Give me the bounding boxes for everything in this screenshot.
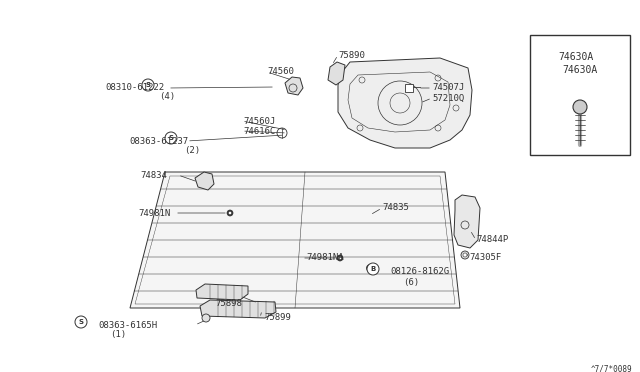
Text: (2): (2) [184, 147, 200, 155]
Polygon shape [130, 172, 460, 308]
Circle shape [369, 266, 371, 269]
Text: S: S [145, 82, 150, 88]
Circle shape [573, 100, 587, 114]
Text: ^7/7*0089: ^7/7*0089 [590, 364, 632, 372]
Text: 74507J: 74507J [432, 83, 464, 93]
Text: 74560: 74560 [267, 67, 294, 77]
Text: 75899: 75899 [264, 314, 291, 323]
Circle shape [367, 264, 374, 272]
Polygon shape [328, 62, 345, 85]
Text: 74616C: 74616C [243, 126, 275, 135]
Text: 74305F: 74305F [469, 253, 501, 263]
Text: 57210Q: 57210Q [432, 93, 464, 103]
Text: S: S [79, 319, 83, 325]
Text: 08363-6165H: 08363-6165H [98, 321, 157, 330]
Text: 08126-8162G: 08126-8162G [390, 267, 449, 276]
Circle shape [75, 316, 87, 328]
Polygon shape [195, 172, 214, 190]
Circle shape [202, 314, 210, 322]
Text: 74835: 74835 [382, 203, 409, 212]
Text: 74834: 74834 [140, 170, 167, 180]
Text: 74981NA: 74981NA [306, 253, 344, 263]
Text: 74560J: 74560J [243, 116, 275, 125]
Polygon shape [454, 195, 480, 248]
Circle shape [337, 255, 343, 261]
Polygon shape [285, 77, 303, 95]
Circle shape [227, 210, 233, 216]
Text: B: B [371, 266, 376, 272]
Circle shape [142, 79, 154, 91]
Polygon shape [338, 58, 472, 148]
Text: 74981N: 74981N [138, 208, 170, 218]
Text: 75890: 75890 [338, 51, 365, 60]
Text: 74844P: 74844P [476, 235, 508, 244]
Circle shape [228, 212, 232, 215]
Circle shape [461, 251, 469, 259]
Text: 08363-61237: 08363-61237 [129, 137, 188, 145]
Text: 75898: 75898 [215, 298, 242, 308]
Polygon shape [196, 284, 248, 300]
Bar [405, 84, 413, 92]
Text: 74630A: 74630A [558, 52, 593, 62]
Text: (6): (6) [403, 278, 419, 286]
Text: (1): (1) [110, 330, 126, 340]
Circle shape [463, 253, 467, 257]
Circle shape [339, 257, 342, 260]
Circle shape [367, 263, 379, 275]
Circle shape [165, 132, 177, 144]
Text: 08310-61222: 08310-61222 [106, 83, 165, 93]
Text: (4): (4) [159, 93, 175, 102]
Text: 74630A: 74630A [563, 65, 598, 75]
Text: S: S [168, 135, 173, 141]
Bar [530, 35, 630, 155]
Polygon shape [200, 300, 276, 318]
